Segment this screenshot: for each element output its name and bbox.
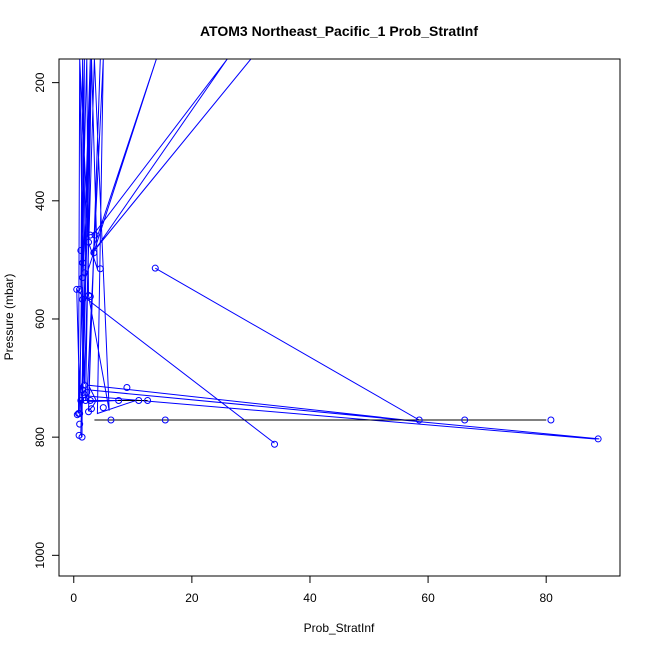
data-point [271, 440, 279, 448]
data-point [547, 416, 555, 424]
data-point [91, 231, 99, 239]
data-point [85, 238, 93, 246]
y-tick-label: 1000 [33, 542, 47, 569]
data-point [96, 265, 104, 273]
data-point [79, 274, 87, 282]
data-point [76, 420, 84, 428]
data-point [144, 397, 152, 405]
x-tick-label: 40 [303, 591, 317, 605]
data-point [78, 433, 86, 441]
data-point [77, 397, 85, 405]
data-point [107, 416, 115, 424]
x-tick-label: 60 [421, 591, 435, 605]
data-point [151, 264, 159, 272]
data-point [80, 391, 88, 399]
y-tick-label: 200 [33, 72, 47, 92]
data-point [85, 408, 93, 416]
data-point [79, 259, 87, 267]
data-point [86, 293, 94, 301]
series-line-0 [76, 59, 600, 444]
data-point [161, 416, 169, 424]
data-point [80, 381, 88, 389]
data-point [90, 249, 98, 257]
data-point [74, 410, 82, 418]
y-axis: 200 400 600 800 1000 [33, 72, 60, 569]
data-point [73, 285, 81, 293]
data-point [85, 291, 93, 299]
data-point [79, 295, 87, 303]
x-axis: 0 20 40 60 80 [70, 575, 554, 605]
y-tick-label: 800 [33, 427, 47, 447]
x-tick-label: 80 [540, 591, 554, 605]
x-axis-label: Prob_StratInf [304, 621, 375, 635]
data-point [83, 388, 91, 396]
data-point [594, 435, 602, 443]
data-point [123, 384, 131, 392]
data-point [415, 416, 423, 424]
data-point [99, 404, 107, 412]
data-point [73, 411, 81, 419]
chart-title: ATOM3 Northeast_Pacific_1 Prob_StratInf [200, 23, 478, 39]
data-point [135, 397, 143, 405]
y-tick-label: 600 [33, 309, 47, 329]
y-tick-label: 400 [33, 190, 47, 210]
data-point [77, 246, 85, 254]
data-point [76, 285, 84, 293]
x-tick-label: 20 [185, 591, 199, 605]
data-point [80, 269, 88, 277]
x-tick-label: 0 [70, 591, 77, 605]
series-line-1 [112, 267, 547, 421]
plot-frame [58, 58, 621, 577]
data-point [86, 397, 94, 405]
data-point [461, 416, 469, 424]
data-point [115, 397, 123, 405]
y-axis-label: Pressure (mbar) [2, 274, 16, 361]
data-point [86, 231, 94, 239]
plot-area [73, 59, 602, 448]
